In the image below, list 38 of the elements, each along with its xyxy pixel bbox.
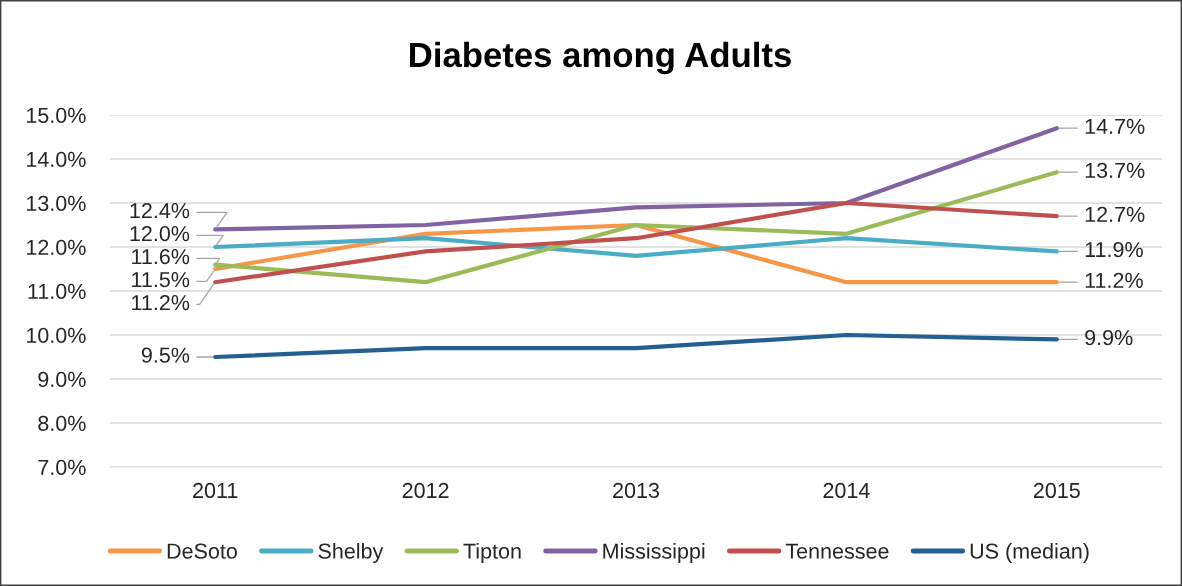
data-label: 9.5% — [141, 347, 190, 363]
line-series — [213, 200, 1059, 285]
data-label: 11.5% — [132, 272, 190, 288]
x-tick-label: 2013 — [613, 482, 659, 499]
line-series — [213, 236, 1059, 258]
y-tick-label: 14.0% — [26, 151, 86, 168]
chart-title: Diabetes among Adults — [410, 41, 791, 75]
y-tick-label: 7.0% — [38, 459, 86, 476]
x-tick-label: 2012 — [402, 482, 449, 499]
data-label: 11.6% — [132, 248, 190, 265]
legend-label: US (median) — [970, 542, 1089, 564]
x-tick-label: 2011 — [193, 482, 238, 499]
y-tick-label: 15.0% — [26, 107, 86, 124]
data-label: 11.2% — [132, 294, 190, 311]
x-tick-label: 2014 — [823, 482, 870, 499]
legend-label: Tennessee — [785, 543, 889, 559]
data-label: 13.7% — [1085, 162, 1145, 178]
y-tick-label: 10.0% — [26, 327, 86, 344]
line-series — [213, 332, 1059, 360]
legend-label: DeSoto — [167, 543, 237, 559]
data-label: 12.4% — [130, 202, 190, 219]
data-label: 11.2% — [1085, 272, 1143, 288]
data-label: 12.7% — [1085, 206, 1145, 222]
line-series — [213, 170, 1059, 285]
y-tick-label: 11.0% — [28, 283, 86, 300]
y-tick-label: 13.0% — [26, 195, 86, 212]
data-label: 11.9% — [1085, 241, 1143, 258]
y-tick-label: 8.0% — [38, 415, 86, 432]
legend-label: Tipton — [463, 542, 521, 564]
legend-label: Shelby — [318, 542, 384, 564]
data-label: 14.7% — [1085, 118, 1145, 134]
line-series — [213, 126, 1059, 232]
legend-label: Mississippi — [603, 542, 705, 564]
data-label: 9.9% — [1085, 329, 1133, 346]
y-tick-label: 9.0% — [38, 371, 86, 388]
data-label: 12.0% — [130, 225, 190, 242]
y-tick-label: 12.0% — [26, 239, 86, 256]
x-tick-label: 2015 — [1033, 482, 1080, 499]
